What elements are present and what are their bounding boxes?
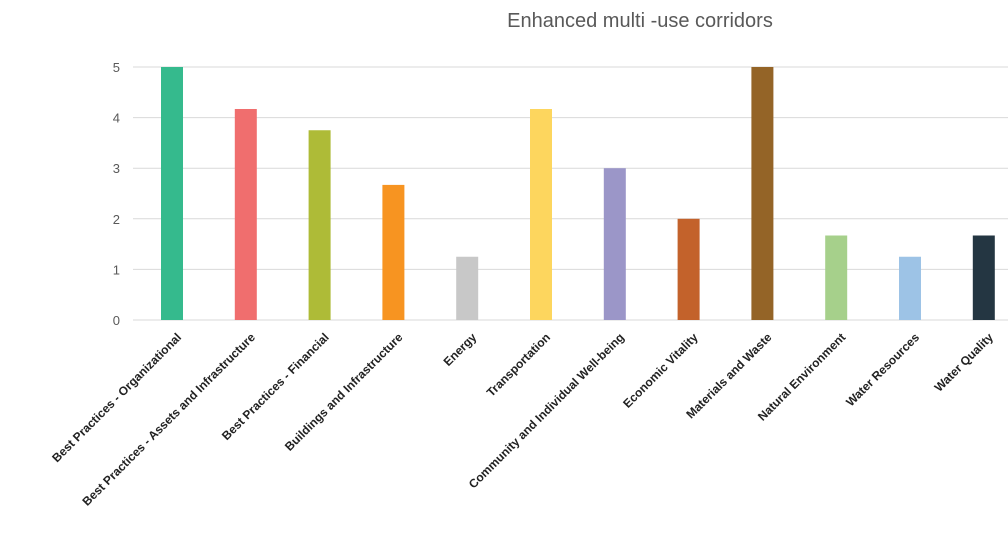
y-tick-label: 1: [113, 262, 120, 277]
x-tick-label: Water Resources: [843, 330, 922, 409]
y-tick-label: 4: [113, 111, 120, 126]
y-tick-label: 3: [113, 161, 120, 176]
bar: [825, 235, 848, 320]
x-tick-label: Community and Individual Well-being: [466, 330, 627, 491]
y-tick-label: 0: [113, 313, 120, 328]
x-tick-label: Best Practices - Organizational: [49, 330, 184, 465]
x-tick-label: Energy: [441, 330, 480, 369]
chart-title: Enhanced multi -use corridors: [507, 10, 773, 32]
bar: [161, 67, 183, 320]
x-tick-label: Buildings and Infrastructure: [282, 330, 406, 454]
y-axis-ticks: 0 1 2 3 4 5: [113, 60, 120, 328]
bar: [751, 67, 774, 320]
bar: [603, 168, 626, 320]
bar: [382, 184, 405, 320]
bar: [972, 235, 995, 320]
bar: [530, 108, 552, 320]
x-tick-label: Economic Vitality: [620, 330, 701, 411]
x-tick-label: Transportation: [484, 330, 553, 399]
bar: [308, 130, 331, 320]
bar: [677, 218, 700, 320]
bar: [234, 108, 257, 320]
y-tick-label: 2: [113, 212, 120, 227]
gridlines: [133, 66, 1008, 321]
x-tick-label: Water Quality: [932, 330, 997, 395]
bar: [899, 256, 921, 320]
bars: [161, 67, 995, 320]
y-tick-label: 5: [113, 60, 120, 75]
bar: [456, 256, 479, 320]
